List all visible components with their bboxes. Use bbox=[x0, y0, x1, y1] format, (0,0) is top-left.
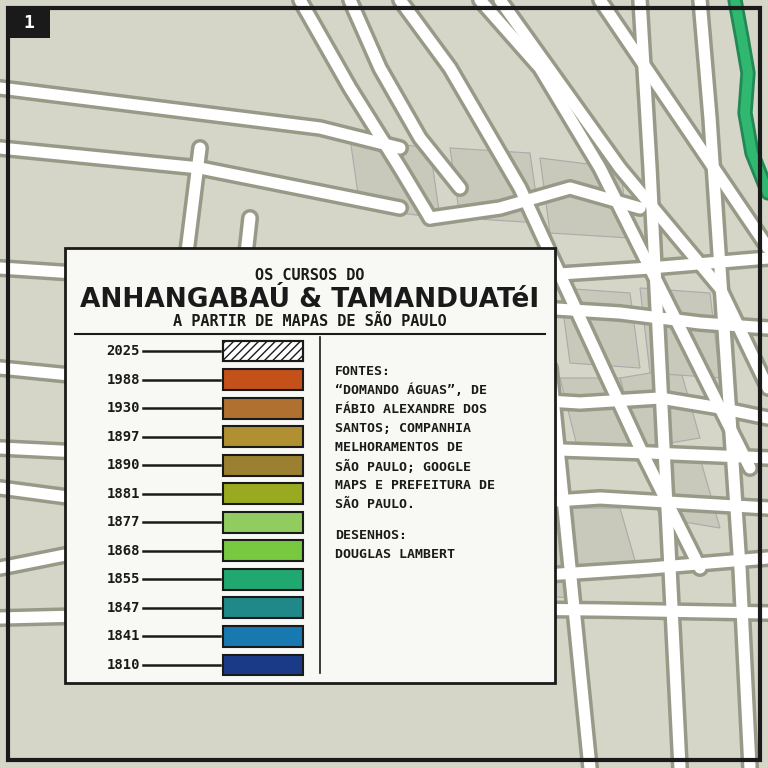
Text: 1877: 1877 bbox=[107, 515, 140, 529]
Text: 1868: 1868 bbox=[107, 544, 140, 558]
Polygon shape bbox=[500, 528, 570, 598]
Text: “DOMANDO ÁGUAS”, DE: “DOMANDO ÁGUAS”, DE bbox=[335, 384, 487, 398]
Polygon shape bbox=[450, 148, 540, 223]
Text: OS CURSOS DO: OS CURSOS DO bbox=[255, 269, 365, 283]
Text: 1897: 1897 bbox=[107, 429, 140, 444]
Polygon shape bbox=[560, 378, 640, 458]
Bar bbox=[223, 569, 303, 590]
Bar bbox=[223, 340, 303, 362]
Bar bbox=[223, 598, 303, 618]
Polygon shape bbox=[350, 348, 430, 418]
Bar bbox=[223, 511, 303, 533]
Text: 1930: 1930 bbox=[107, 401, 140, 415]
Text: FÁBIO ALEXANDRE DOS: FÁBIO ALEXANDRE DOS bbox=[335, 403, 487, 416]
Text: 1847: 1847 bbox=[107, 601, 140, 615]
Bar bbox=[223, 340, 303, 362]
Text: SÃO PAULO.: SÃO PAULO. bbox=[335, 498, 415, 511]
Text: FONTES:: FONTES: bbox=[335, 365, 391, 378]
Text: MAPS E PREFEITURA DE: MAPS E PREFEITURA DE bbox=[335, 479, 495, 492]
Text: 1988: 1988 bbox=[107, 372, 140, 386]
Polygon shape bbox=[300, 268, 380, 348]
Bar bbox=[8, 8, 50, 38]
Polygon shape bbox=[420, 388, 500, 458]
Bar bbox=[223, 426, 303, 447]
Text: 1890: 1890 bbox=[107, 458, 140, 472]
Bar bbox=[223, 340, 303, 362]
Polygon shape bbox=[350, 138, 440, 218]
Polygon shape bbox=[560, 288, 640, 368]
Bar bbox=[223, 541, 303, 561]
Text: 1810: 1810 bbox=[107, 658, 140, 672]
Polygon shape bbox=[500, 458, 570, 528]
Text: 2025: 2025 bbox=[107, 344, 140, 358]
Polygon shape bbox=[640, 448, 720, 528]
Text: DOUGLAS LAMBERT: DOUGLAS LAMBERT bbox=[335, 548, 455, 561]
Text: DESENHOS:: DESENHOS: bbox=[335, 529, 407, 542]
Text: 1881: 1881 bbox=[107, 487, 140, 501]
Polygon shape bbox=[420, 458, 495, 528]
Bar bbox=[65, 248, 555, 683]
Polygon shape bbox=[540, 158, 630, 238]
Text: ANHANGABAÚ & TAMANDUATéI: ANHANGABAÚ & TAMANDUATéI bbox=[81, 287, 540, 313]
Bar bbox=[223, 626, 303, 647]
Polygon shape bbox=[620, 368, 700, 448]
Bar bbox=[223, 398, 303, 419]
Bar bbox=[223, 455, 303, 475]
Bar bbox=[223, 369, 303, 390]
Polygon shape bbox=[640, 288, 720, 378]
Text: A PARTIR DE MAPAS DE SÃO PAULO: A PARTIR DE MAPAS DE SÃO PAULO bbox=[173, 313, 447, 329]
Text: 1855: 1855 bbox=[107, 572, 140, 586]
Text: MELHORAMENTOS DE: MELHORAMENTOS DE bbox=[335, 441, 463, 454]
Text: 1: 1 bbox=[24, 14, 35, 32]
Polygon shape bbox=[560, 508, 640, 578]
Text: 1841: 1841 bbox=[107, 630, 140, 644]
Text: SANTOS; COMPANHIA: SANTOS; COMPANHIA bbox=[335, 422, 471, 435]
Text: SÃO PAULO; GOOGLE: SÃO PAULO; GOOGLE bbox=[335, 460, 471, 474]
Bar bbox=[223, 483, 303, 504]
Bar bbox=[223, 654, 303, 675]
